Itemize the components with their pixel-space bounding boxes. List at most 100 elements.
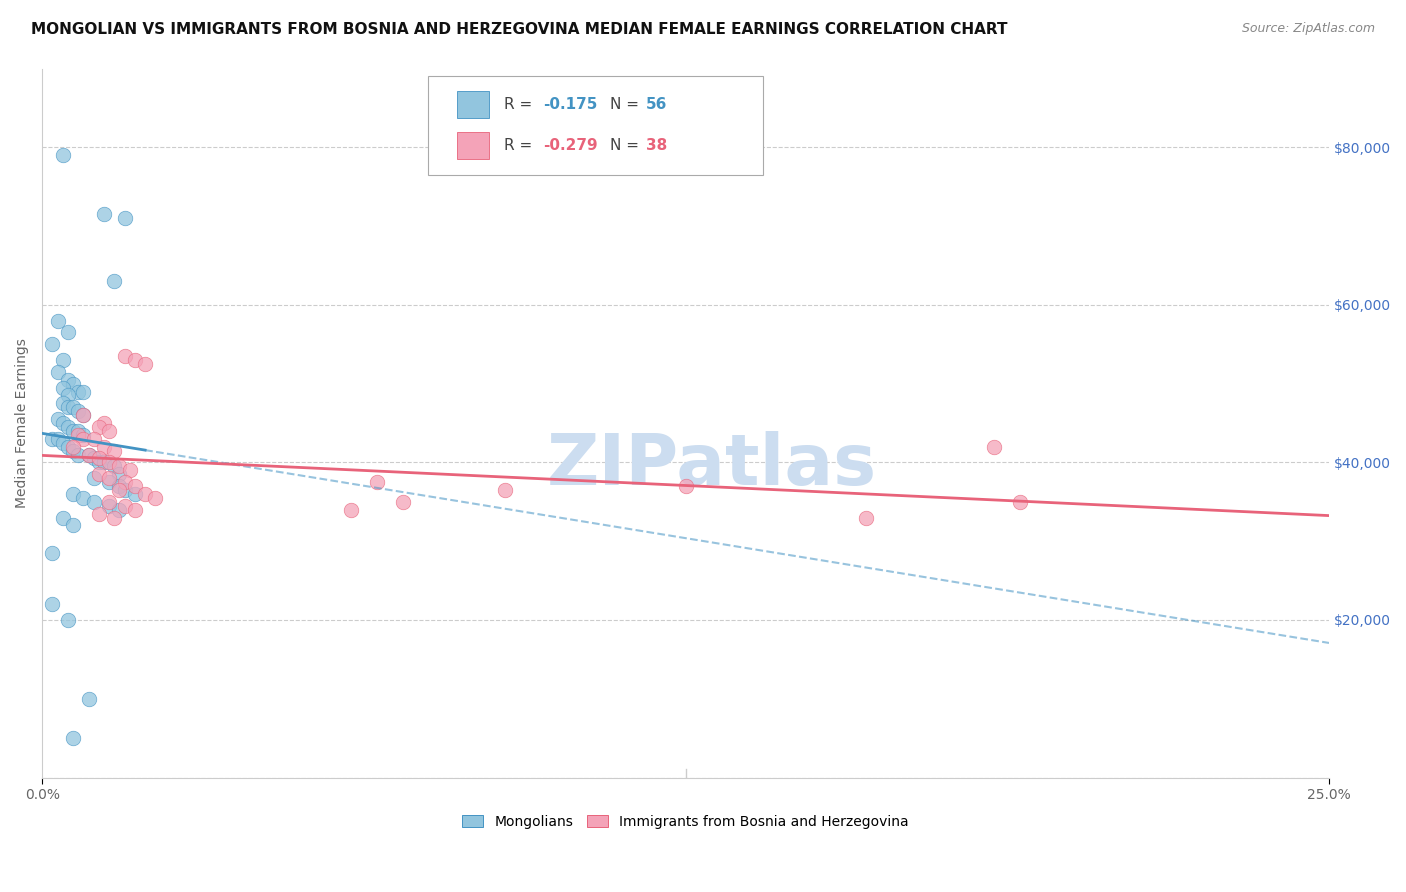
- Text: N =: N =: [610, 97, 638, 112]
- Legend: Mongolians, Immigrants from Bosnia and Herzegovina: Mongolians, Immigrants from Bosnia and H…: [457, 809, 914, 834]
- Point: [52, 380, 75, 394]
- Point: [983, 440, 1005, 454]
- Point: [62, 401, 84, 415]
- Point: [83, 432, 105, 446]
- Point: [67, 424, 90, 438]
- Text: -0.175: -0.175: [543, 97, 598, 112]
- Point: [62, 731, 84, 746]
- Point: [855, 510, 877, 524]
- Point: [56, 373, 79, 387]
- Point: [72, 491, 94, 505]
- Point: [62, 443, 84, 458]
- Point: [93, 207, 115, 221]
- Point: [52, 148, 75, 162]
- Point: [72, 432, 94, 446]
- Point: [366, 475, 388, 489]
- Point: [134, 357, 156, 371]
- Point: [87, 467, 110, 482]
- Point: [108, 459, 131, 474]
- Text: -0.279: -0.279: [543, 138, 598, 153]
- Point: [114, 211, 136, 226]
- Point: [67, 384, 90, 399]
- Point: [72, 408, 94, 422]
- Point: [62, 424, 84, 438]
- Point: [103, 510, 125, 524]
- Point: [46, 313, 69, 327]
- Point: [87, 451, 110, 466]
- Text: 38: 38: [645, 138, 666, 153]
- Point: [1010, 495, 1032, 509]
- Point: [56, 388, 79, 402]
- Point: [124, 502, 146, 516]
- Point: [118, 463, 141, 477]
- Point: [62, 376, 84, 391]
- Point: [93, 416, 115, 430]
- Point: [108, 483, 131, 497]
- Point: [52, 435, 75, 450]
- FancyBboxPatch shape: [457, 132, 489, 160]
- Point: [103, 274, 125, 288]
- Point: [391, 495, 413, 509]
- Text: N =: N =: [610, 138, 638, 153]
- Point: [87, 455, 110, 469]
- Point: [46, 365, 69, 379]
- Point: [145, 491, 167, 505]
- Point: [124, 479, 146, 493]
- Point: [41, 597, 63, 611]
- Point: [67, 427, 90, 442]
- Text: R =: R =: [505, 97, 533, 112]
- Point: [41, 337, 63, 351]
- Text: MONGOLIAN VS IMMIGRANTS FROM BOSNIA AND HERZEGOVINA MEDIAN FEMALE EARNINGS CORRE: MONGOLIAN VS IMMIGRANTS FROM BOSNIA AND …: [31, 22, 1008, 37]
- Point: [114, 483, 136, 497]
- Point: [124, 353, 146, 368]
- Point: [56, 326, 79, 340]
- FancyBboxPatch shape: [429, 76, 763, 175]
- Point: [77, 691, 100, 706]
- Point: [52, 416, 75, 430]
- Point: [62, 440, 84, 454]
- Point: [83, 495, 105, 509]
- Text: R =: R =: [505, 138, 533, 153]
- Point: [98, 424, 121, 438]
- Point: [62, 518, 84, 533]
- Point: [98, 499, 121, 513]
- Point: [108, 467, 131, 482]
- Point: [103, 459, 125, 474]
- Point: [72, 408, 94, 422]
- Point: [98, 455, 121, 469]
- Point: [67, 448, 90, 462]
- Text: Source: ZipAtlas.com: Source: ZipAtlas.com: [1241, 22, 1375, 36]
- Point: [114, 475, 136, 489]
- Point: [114, 349, 136, 363]
- Point: [98, 471, 121, 485]
- Text: ZIPatlas: ZIPatlas: [547, 431, 876, 500]
- FancyBboxPatch shape: [457, 91, 489, 118]
- Y-axis label: Median Female Earnings: Median Female Earnings: [15, 338, 30, 508]
- Point: [67, 404, 90, 418]
- Point: [52, 396, 75, 410]
- Point: [46, 412, 69, 426]
- Point: [98, 495, 121, 509]
- Point: [108, 479, 131, 493]
- Point: [340, 502, 363, 516]
- Point: [56, 613, 79, 627]
- Point: [62, 487, 84, 501]
- Point: [103, 443, 125, 458]
- Point: [87, 507, 110, 521]
- Point: [124, 487, 146, 501]
- Point: [52, 353, 75, 368]
- Point: [56, 420, 79, 434]
- Point: [108, 502, 131, 516]
- Point: [56, 440, 79, 454]
- Point: [87, 420, 110, 434]
- Point: [114, 499, 136, 513]
- Point: [675, 479, 697, 493]
- Point: [93, 455, 115, 469]
- Point: [93, 440, 115, 454]
- Point: [41, 432, 63, 446]
- Point: [83, 471, 105, 485]
- Point: [41, 546, 63, 560]
- Point: [494, 483, 516, 497]
- Point: [72, 384, 94, 399]
- Point: [134, 487, 156, 501]
